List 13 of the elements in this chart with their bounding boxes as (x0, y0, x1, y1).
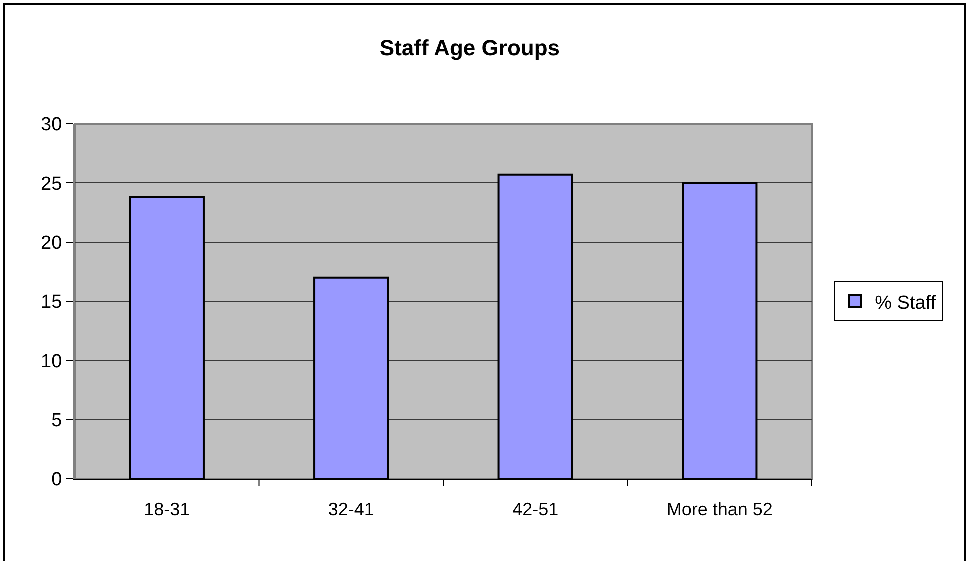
x-tick-label: 32-41 (328, 500, 374, 520)
y-tick-label: 10 (41, 351, 62, 372)
legend-label: % Staff (875, 292, 937, 314)
x-tick-label: 18-31 (144, 500, 190, 520)
y-tick-label: 20 (41, 232, 62, 254)
y-tick-label: 0 (52, 470, 62, 491)
y-tick-label: 15 (41, 292, 62, 314)
chart-title: Staff Age Groups (380, 36, 560, 61)
y-tick-label: 25 (41, 174, 62, 195)
y-tick-label: 30 (41, 114, 62, 136)
y-tick-label: 5 (52, 410, 62, 432)
x-tick-label: 42-51 (512, 500, 559, 520)
x-tick-label: More than 52 (666, 500, 773, 520)
